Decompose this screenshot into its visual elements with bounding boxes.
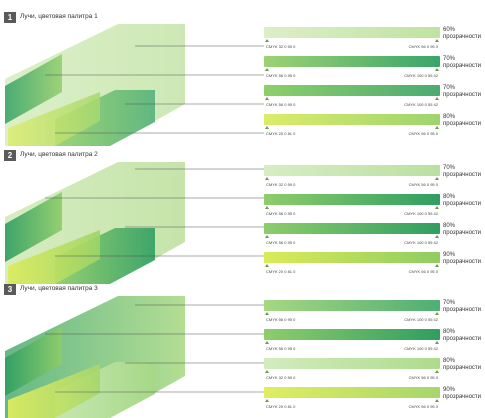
left-marker-icon [265,370,269,373]
palette-section-1: 1 Лучи, цветовая палитра 1 CMYK 32 0 59 … [0,12,485,146]
right-marker-icon [435,341,439,344]
right-marker-icon [435,312,439,315]
transparency-label: 90% прозрачности [443,387,482,400]
transparency-label: 70% прозрачности [443,56,482,69]
transparency-label: 80% прозрачности [443,114,482,127]
right-marker-icon [435,264,439,267]
ray-shape-2 [5,54,62,124]
right-marker-icon [435,126,439,129]
right-marker-icon [435,206,439,209]
section-title: Лучи, цветовая палитра 2 [20,151,98,158]
left-marker-icon [265,126,269,129]
ray-shape-2 [5,192,62,262]
left-marker-icon [265,312,269,315]
transparency-label: 70% прозрачности [443,165,482,178]
gradient-bar [264,85,440,96]
right-cmyk: CMYK 56 0 95 0 [408,269,438,274]
left-cmyk: CMYK 20 0 81 0 [266,404,296,409]
gradient-bar [264,252,440,263]
gradient-bar [264,300,440,311]
transparency-label: 60% прозрачности [443,27,482,40]
left-cmyk: CMYK 20 0 81 0 [266,269,296,274]
gradient-bar [264,358,440,369]
ray-shape-4 [8,364,100,418]
right-marker-icon [435,68,439,71]
section-title: Лучи, цветовая палитра 1 [20,13,98,20]
section-title: Лучи, цветовая палитра 3 [20,285,98,292]
gradient-bar [264,329,440,340]
section-number: 2 [4,150,16,161]
right-cmyk: CMYK 56 0 95 0 [408,44,438,49]
right-marker-icon [435,399,439,402]
right-cmyk: CMYK 56 0 95 0 [408,375,438,380]
gradient-bar [264,114,440,125]
transparency-label: 90% прозрачности [443,252,482,265]
left-cmyk: CMYK 56 0 95 0 [266,102,296,107]
right-marker-icon [435,97,439,100]
ray-shape-4 [8,92,100,146]
left-marker-icon [265,39,269,42]
right-marker-icon [435,235,439,238]
rays-illustration [5,24,264,146]
transparency-label: 80% прозрачности [443,223,482,236]
ray-shape-2 [5,326,62,396]
transparency-label: 80% прозрачности [443,194,482,207]
left-cmyk: CMYK 32 0 59 0 [266,375,296,380]
left-marker-icon [265,235,269,238]
left-cmyk: CMYK 32 0 59 0 [266,182,296,187]
left-cmyk: CMYK 56 0 95 0 [266,346,296,351]
rays-illustration [5,162,264,284]
gradient-bar [264,56,440,67]
left-cmyk: CMYK 56 0 95 0 [266,317,296,322]
right-cmyk: CMYK 100 0 55 42 [404,240,438,245]
transparency-label: 80% прозрачности [443,329,482,342]
left-marker-icon [265,177,269,180]
section-number: 1 [4,12,16,23]
right-cmyk: CMYK 56 0 95 0 [408,131,438,136]
right-cmyk: CMYK 100 0 55 42 [404,346,438,351]
gradient-bar [264,27,440,38]
left-cmyk: CMYK 56 0 95 0 [266,240,296,245]
right-marker-icon [435,177,439,180]
left-cmyk: CMYK 32 0 59 0 [266,44,296,49]
transparency-label: 80% прозрачности [443,358,482,371]
right-marker-icon [435,39,439,42]
transparency-label: 70% прозрачности [443,300,482,313]
gradient-bar [264,223,440,234]
right-cmyk: CMYK 56 0 95 0 [408,404,438,409]
right-marker-icon [435,370,439,373]
palette-section-2: 2 Лучи, цветовая палитра 2 CMYK 32 0 59 … [0,150,485,284]
left-marker-icon [265,206,269,209]
gradient-bar [264,387,440,398]
right-cmyk: CMYK 100 0 55 42 [404,211,438,216]
left-marker-icon [265,264,269,267]
transparency-label: 70% прозрачности [443,85,482,98]
rays-illustration [5,296,264,418]
left-marker-icon [265,341,269,344]
right-cmyk: CMYK 56 0 95 0 [408,182,438,187]
left-cmyk: CMYK 56 0 95 0 [266,73,296,78]
left-marker-icon [265,97,269,100]
ray-shape-4 [8,230,100,284]
right-cmyk: CMYK 100 0 55 42 [404,73,438,78]
right-cmyk: CMYK 100 0 55 42 [404,102,438,107]
left-marker-icon [265,399,269,402]
palette-section-3: 3 Лучи, цветовая палитра 3 CMYK 56 0 95 … [0,284,485,418]
gradient-bar [264,194,440,205]
left-cmyk: CMYK 56 0 95 0 [266,211,296,216]
section-number: 3 [4,284,16,295]
left-cmyk: CMYK 20 0 81 0 [266,131,296,136]
left-marker-icon [265,68,269,71]
right-cmyk: CMYK 100 0 55 42 [404,317,438,322]
gradient-bar [264,165,440,176]
